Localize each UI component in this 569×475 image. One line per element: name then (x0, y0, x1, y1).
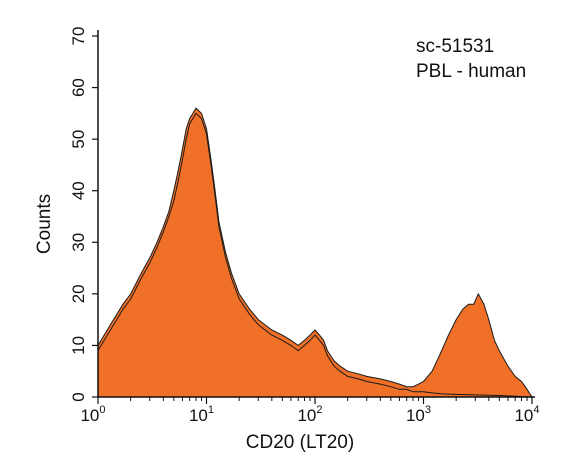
annotation-sample-id: sc-51531 (416, 36, 494, 57)
x-tick-label: 100 (80, 404, 105, 425)
ticks: 0 10 20 30 40 50 60 70 100 101 102 103 104 (69, 27, 540, 425)
plot-area (97, 107, 533, 398)
y-tick-label: 70 (69, 27, 88, 46)
x-tick-label: 104 (514, 404, 539, 425)
histogram-outline-0 (97, 107, 533, 398)
histogram-area-0 (98, 108, 532, 397)
x-tick-label: 102 (297, 404, 322, 425)
x-axis-title: CD20 (LT20) (246, 432, 354, 453)
y-tick-label: 20 (69, 284, 88, 303)
y-tick-label: 10 (69, 336, 88, 355)
y-tick-label: 50 (69, 130, 88, 149)
x-tick-label: 103 (406, 404, 431, 425)
axes (97, 30, 535, 398)
y-tick-label: 40 (69, 181, 88, 200)
y-tick-label: 60 (69, 78, 88, 97)
y-axis-title: Counts (34, 194, 55, 254)
annotation-cell-type: PBL - human (416, 61, 526, 82)
y-tick-label: 0 (69, 392, 88, 401)
histogram-outline-1 (97, 112, 533, 398)
y-tick-label: 30 (69, 233, 88, 252)
x-tick-label: 101 (189, 404, 214, 425)
